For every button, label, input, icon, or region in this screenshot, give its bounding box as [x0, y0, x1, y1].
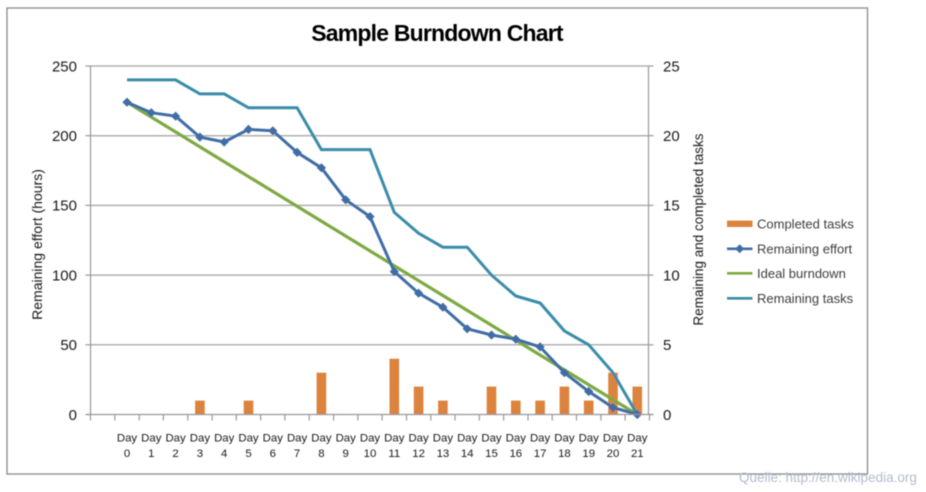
svg-text:9: 9	[343, 448, 349, 460]
svg-text:7: 7	[294, 448, 300, 460]
svg-text:21: 21	[631, 448, 644, 460]
svg-text:19: 19	[582, 448, 595, 460]
svg-text:Day: Day	[384, 433, 405, 445]
svg-text:15: 15	[663, 198, 680, 215]
svg-text:16: 16	[509, 448, 522, 460]
svg-text:6: 6	[270, 448, 276, 460]
svg-text:Day: Day	[214, 433, 235, 445]
svg-text:Day: Day	[287, 433, 308, 445]
svg-text:Sample Burndown Chart: Sample Burndown Chart	[311, 20, 564, 46]
svg-text:Day: Day	[263, 433, 284, 445]
svg-text:Day: Day	[165, 433, 186, 445]
svg-text:Remaining effort: Remaining effort	[757, 241, 853, 256]
svg-text:0: 0	[69, 407, 77, 424]
svg-text:Day: Day	[117, 433, 138, 445]
svg-text:50: 50	[60, 337, 77, 354]
svg-text:Day: Day	[554, 433, 575, 445]
svg-text:3: 3	[197, 448, 203, 460]
svg-text:Remaining tasks: Remaining tasks	[757, 291, 854, 306]
svg-text:150: 150	[52, 198, 77, 215]
svg-text:0: 0	[124, 448, 130, 460]
svg-text:Day: Day	[481, 433, 502, 445]
svg-text:Ideal burndown: Ideal burndown	[757, 266, 846, 281]
svg-text:0: 0	[663, 407, 671, 424]
svg-text:Day: Day	[433, 433, 454, 445]
svg-text:Remaining and completed tasks: Remaining and completed tasks	[691, 133, 706, 325]
svg-text:200: 200	[52, 128, 77, 145]
svg-text:Day: Day	[408, 433, 429, 445]
svg-text:Day: Day	[336, 433, 357, 445]
svg-text:Day: Day	[627, 433, 648, 445]
svg-text:1: 1	[148, 448, 154, 460]
svg-text:Day: Day	[506, 433, 527, 445]
svg-text:14: 14	[461, 448, 474, 460]
svg-text:Day: Day	[579, 433, 600, 445]
svg-text:Day: Day	[603, 433, 624, 445]
svg-text:Day: Day	[530, 433, 551, 445]
svg-text:Day: Day	[141, 433, 162, 445]
svg-text:250: 250	[52, 58, 77, 75]
svg-text:17: 17	[534, 448, 547, 460]
svg-text:100: 100	[52, 267, 77, 284]
svg-text:10: 10	[364, 448, 377, 460]
svg-text:8: 8	[318, 448, 324, 460]
svg-text:20: 20	[663, 128, 680, 145]
svg-text:2: 2	[172, 448, 178, 460]
svg-text:5: 5	[245, 448, 251, 460]
svg-text:Day: Day	[457, 433, 478, 445]
svg-text:Day: Day	[238, 433, 259, 445]
svg-text:Day: Day	[360, 433, 381, 445]
svg-text:Remaining effort (hours): Remaining effort (hours)	[29, 169, 45, 320]
svg-text:5: 5	[663, 337, 671, 354]
svg-text:Completed tasks: Completed tasks	[757, 216, 854, 231]
svg-text:13: 13	[437, 448, 450, 460]
svg-text:4: 4	[221, 448, 227, 460]
svg-text:18: 18	[558, 448, 571, 460]
svg-text:20: 20	[607, 448, 620, 460]
svg-text:11: 11	[388, 448, 400, 460]
svg-text:25: 25	[663, 58, 680, 75]
svg-text:Day: Day	[190, 433, 211, 445]
svg-text:Day: Day	[311, 433, 332, 445]
svg-text:Quelle: http://en.wikipedia.or: Quelle: http://en.wikipedia.org	[739, 470, 917, 485]
svg-text:12: 12	[412, 448, 425, 460]
svg-text:15: 15	[485, 448, 498, 460]
svg-text:10: 10	[663, 267, 680, 284]
